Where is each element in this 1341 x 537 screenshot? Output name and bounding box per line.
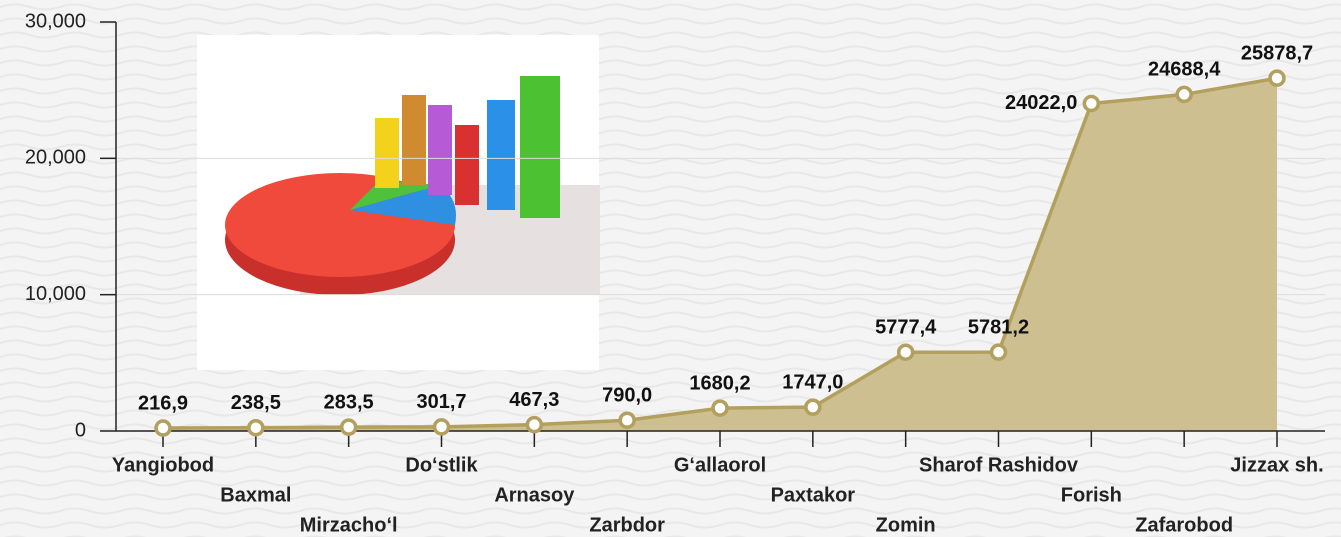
value-label: 1747,0 bbox=[782, 371, 843, 393]
area-fill bbox=[163, 78, 1277, 431]
point bbox=[525, 415, 544, 434]
point bbox=[711, 399, 729, 417]
point bbox=[1268, 69, 1286, 87]
x-tick-label: Paxtakor bbox=[771, 484, 856, 506]
value-label: 467,3 bbox=[509, 389, 559, 411]
x-tick-label: Jizzax sh. bbox=[1230, 454, 1323, 476]
x-tick-label: Forish bbox=[1061, 484, 1122, 506]
x-tick-label: Mirzacho‘l bbox=[300, 514, 398, 536]
point bbox=[154, 419, 172, 437]
point bbox=[339, 418, 358, 436]
value-label: 283,5 bbox=[324, 391, 374, 413]
value-label: 5781,2 bbox=[968, 316, 1029, 338]
y-tick-label: 10,000 bbox=[25, 283, 86, 305]
x-tick-label: Zomin bbox=[876, 514, 936, 536]
point bbox=[896, 343, 915, 361]
value-label: 24688,4 bbox=[1148, 59, 1221, 81]
point bbox=[247, 418, 265, 437]
point bbox=[1082, 94, 1101, 113]
x-tick-label: Do‘stlik bbox=[405, 454, 478, 476]
x-tick-label: Sharof Rashidov bbox=[919, 454, 1079, 476]
point bbox=[618, 411, 636, 429]
clip-art bbox=[197, 35, 600, 370]
y-tick-label: 30,000 bbox=[25, 10, 86, 32]
x-tick-label: Baxmal bbox=[220, 484, 291, 506]
value-label: 790,0 bbox=[602, 385, 652, 407]
value-label: 24022,0 bbox=[1005, 92, 1077, 114]
y-tick-label: 20,000 bbox=[25, 147, 86, 169]
value-label: 5777,4 bbox=[875, 317, 937, 339]
x-tick-label: Zafarobod bbox=[1135, 514, 1233, 536]
y-tick-label: 0 bbox=[75, 419, 86, 441]
point bbox=[804, 398, 822, 416]
point bbox=[989, 343, 1008, 361]
x-tick-label: Arnasoy bbox=[494, 484, 575, 506]
value-label: 25878,7 bbox=[1241, 42, 1313, 64]
x-tick-label: G‘allaorol bbox=[674, 454, 766, 476]
x-tick-label: Yangiobod bbox=[112, 454, 214, 476]
x-tick-label: Zarbdor bbox=[589, 514, 665, 536]
value-label: 238,5 bbox=[231, 392, 281, 414]
point bbox=[1175, 85, 1193, 104]
value-label: 301,7 bbox=[416, 391, 466, 413]
point bbox=[432, 418, 451, 436]
value-label: 216,9 bbox=[138, 392, 188, 414]
value-label: 1680,2 bbox=[689, 372, 750, 394]
